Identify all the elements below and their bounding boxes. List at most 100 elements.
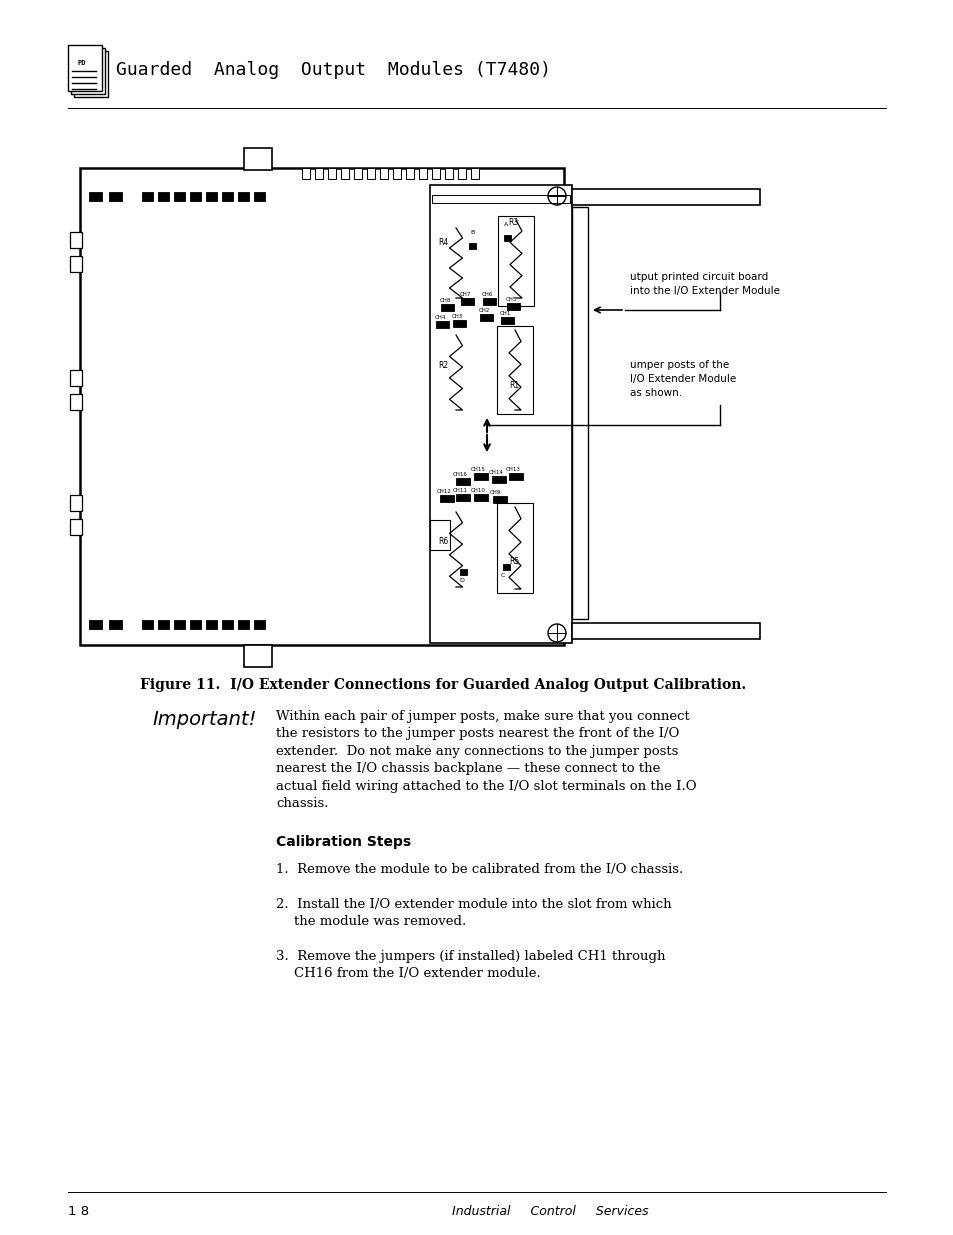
Bar xyxy=(430,520,450,550)
Bar xyxy=(507,303,520,310)
Bar xyxy=(432,168,439,179)
Bar xyxy=(456,494,470,500)
Bar xyxy=(142,620,153,629)
Bar xyxy=(74,51,108,98)
Text: C: C xyxy=(500,573,505,578)
Bar xyxy=(174,191,185,200)
Bar xyxy=(456,478,470,484)
Bar xyxy=(493,495,506,503)
Bar xyxy=(474,494,488,500)
Bar xyxy=(302,168,310,179)
Bar xyxy=(222,191,233,200)
Text: actual field wiring attached to the I/O slot terminals on the I.O: actual field wiring attached to the I/O … xyxy=(275,781,696,793)
Text: B: B xyxy=(470,230,474,235)
Bar xyxy=(191,620,201,629)
Bar xyxy=(572,189,760,205)
Text: CH4: CH4 xyxy=(435,315,446,320)
Text: as shown.: as shown. xyxy=(629,388,681,398)
Bar xyxy=(174,620,185,629)
Text: CH15: CH15 xyxy=(471,467,485,472)
Text: Calibration Steps: Calibration Steps xyxy=(275,835,411,848)
Text: PD: PD xyxy=(78,61,87,65)
Text: 1 8: 1 8 xyxy=(68,1205,89,1218)
Text: Guarded  Analog  Output  Modules (T7480): Guarded Analog Output Modules (T7480) xyxy=(116,61,551,79)
Bar xyxy=(254,620,265,629)
Text: nearest the I/O chassis backplane — these connect to the: nearest the I/O chassis backplane — thes… xyxy=(275,762,659,776)
Bar xyxy=(444,168,453,179)
Text: CH8: CH8 xyxy=(439,298,451,303)
Bar xyxy=(497,326,533,414)
Text: the module was removed.: the module was removed. xyxy=(294,915,466,927)
Bar xyxy=(497,503,533,593)
Bar xyxy=(572,622,760,638)
Bar xyxy=(354,168,361,179)
Text: Within each pair of jumper posts, make sure that you connect: Within each pair of jumper posts, make s… xyxy=(275,710,689,722)
Bar xyxy=(206,191,217,200)
Bar xyxy=(367,168,375,179)
Text: umper posts of the: umper posts of the xyxy=(629,359,728,370)
Bar xyxy=(191,191,201,200)
Bar xyxy=(158,191,170,200)
Bar xyxy=(71,48,105,94)
Bar xyxy=(244,148,272,170)
Bar xyxy=(453,320,466,326)
Bar xyxy=(432,195,569,203)
Bar xyxy=(238,620,250,629)
Bar xyxy=(436,321,449,327)
Bar xyxy=(406,168,414,179)
Bar xyxy=(222,620,233,629)
Text: R3: R3 xyxy=(507,219,517,227)
Text: CH2: CH2 xyxy=(478,308,490,312)
Bar xyxy=(70,256,82,272)
Text: 3.  Remove the jumpers (if installed) labeled CH1 through: 3. Remove the jumpers (if installed) lab… xyxy=(275,950,665,963)
Bar xyxy=(572,207,587,619)
Bar xyxy=(497,216,534,306)
Bar xyxy=(439,494,454,501)
Bar xyxy=(460,569,467,576)
Text: CH16 from the I/O extender module.: CH16 from the I/O extender module. xyxy=(294,967,540,981)
Bar xyxy=(70,232,82,248)
Text: Figure 11.  I/O Extender Connections for Guarded Analog Output Calibration.: Figure 11. I/O Extender Connections for … xyxy=(140,678,745,692)
Bar xyxy=(68,44,102,91)
Text: CH3: CH3 xyxy=(452,314,463,319)
Bar xyxy=(238,191,250,200)
Bar xyxy=(503,564,510,571)
Bar xyxy=(158,620,170,629)
Text: CH1: CH1 xyxy=(499,311,511,316)
Bar xyxy=(474,473,488,479)
Bar xyxy=(70,495,82,511)
Text: Industrial     Control     Services: Industrial Control Services xyxy=(451,1205,648,1218)
Text: CH9: CH9 xyxy=(490,490,501,495)
Bar xyxy=(441,304,454,310)
Text: extender.  Do not make any connections to the jumper posts: extender. Do not make any connections to… xyxy=(275,745,678,758)
Text: 2.  Install the I/O extender module into the slot from which: 2. Install the I/O extender module into … xyxy=(275,898,671,911)
Bar xyxy=(314,168,323,179)
Text: CH7: CH7 xyxy=(459,291,471,296)
Text: A: A xyxy=(503,222,508,227)
Text: CH14: CH14 xyxy=(489,471,503,475)
Bar xyxy=(492,475,505,483)
Bar xyxy=(70,370,82,387)
Text: R4: R4 xyxy=(437,238,448,247)
Text: CH5: CH5 xyxy=(505,296,517,303)
Bar xyxy=(379,168,388,179)
Bar xyxy=(142,191,153,200)
Text: D: D xyxy=(458,578,463,583)
Bar xyxy=(254,191,265,200)
Bar xyxy=(469,243,476,249)
Text: CH11: CH11 xyxy=(453,488,467,493)
Text: into the I/O Extender Module: into the I/O Extender Module xyxy=(629,287,780,296)
Bar xyxy=(80,168,563,645)
Bar xyxy=(471,168,478,179)
Bar xyxy=(244,645,272,667)
Bar xyxy=(90,620,102,629)
Text: R5: R5 xyxy=(509,557,518,567)
Bar xyxy=(504,235,511,241)
Bar xyxy=(70,394,82,410)
Bar xyxy=(483,298,496,305)
Bar xyxy=(509,473,522,479)
Bar xyxy=(110,191,122,200)
Text: CH10: CH10 xyxy=(471,488,485,493)
Bar xyxy=(480,314,493,321)
Bar xyxy=(340,168,349,179)
